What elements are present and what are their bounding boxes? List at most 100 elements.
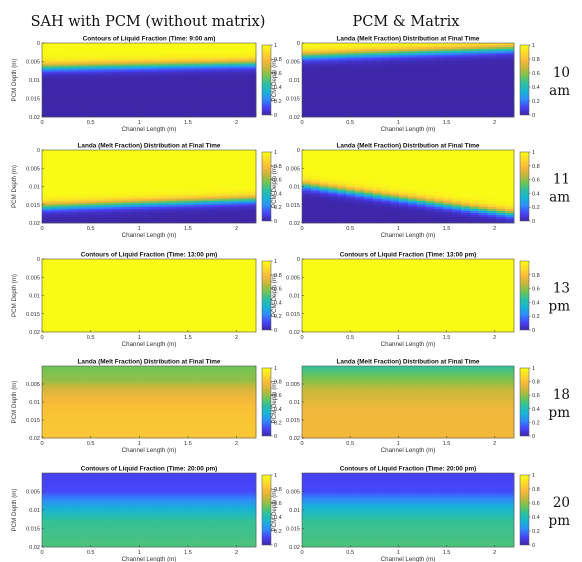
heatmap-cell: [337, 218, 347, 222]
heatmap-cell: [68, 186, 79, 189]
heatmap-cell: [302, 61, 312, 64]
heatmap-cell: [478, 104, 488, 108]
heatmap-cell: [184, 210, 194, 214]
heatmap-cell: [157, 98, 168, 101]
heatmap-cell: [50, 317, 61, 321]
heatmap-cell: [425, 104, 435, 108]
heatmap-cell: [346, 285, 356, 288]
heatmap-cell: [166, 214, 177, 218]
heatmap-cell: [202, 84, 212, 87]
heatmap-cell: [310, 100, 321, 103]
heatmap-cell: [247, 277, 257, 280]
heatmap-cell: [381, 212, 391, 216]
heatmap-cell: [372, 309, 382, 313]
heatmap-cell: [42, 275, 52, 278]
heatmap-cell: [238, 210, 248, 214]
heatmap-cell: [42, 259, 52, 262]
heatmap-cell: [193, 55, 203, 58]
heatmap-cell: [42, 281, 52, 284]
heatmap-cell: [86, 299, 96, 302]
heatmap-cell: [319, 265, 329, 268]
heatmap-cell: [131, 194, 141, 197]
heatmap-cell: [302, 277, 312, 280]
heatmap-cell: [238, 321, 248, 325]
heatmap-cell: [238, 112, 248, 116]
heatmap-cell: [381, 51, 391, 54]
heatmap-cell: [328, 45, 338, 48]
heatmap-cell: [68, 293, 79, 296]
heatmap-cell: [140, 43, 150, 46]
heatmap-cell: [302, 57, 312, 60]
heatmap-cell: [399, 114, 409, 118]
heatmap-cell: [372, 100, 382, 103]
heatmap-cell: [86, 285, 96, 288]
heatmap-cell: [95, 214, 105, 218]
heatmap-cell: [238, 71, 248, 75]
heatmap-cell: [381, 96, 391, 99]
heatmap-cell: [229, 59, 239, 62]
heatmap-cell: [220, 96, 230, 99]
heatmap-cell: [302, 75, 312, 79]
heatmap-cell: [113, 166, 123, 169]
heatmap-cell: [310, 321, 321, 325]
heatmap-cell: [346, 198, 356, 202]
heatmap-cell: [461, 206, 471, 210]
heatmap-cell: [211, 208, 221, 212]
heatmap-cell: [478, 190, 488, 193]
heatmap-cell: [229, 299, 239, 302]
heatmap-cell: [193, 202, 203, 206]
heatmap-cell: [247, 102, 257, 106]
heatmap-cell: [399, 166, 409, 169]
heatmap-cell: [425, 67, 435, 71]
heatmap-cell: [184, 154, 194, 157]
heatmap-cell: [238, 186, 248, 189]
heatmap-cell: [220, 323, 230, 327]
heatmap-cell: [175, 160, 186, 163]
heatmap-cell: [337, 67, 347, 71]
heatmap-cell: [184, 82, 194, 85]
heatmap-cell: [337, 104, 347, 108]
heatmap-cell: [363, 90, 374, 93]
heatmap-cell: [346, 206, 356, 210]
x-axis-label: Channel Length (m): [381, 126, 436, 133]
heatmap-cell: [452, 106, 462, 110]
heatmap-cell: [238, 61, 248, 64]
heatmap-cell: [140, 214, 150, 218]
heatmap-cell: [496, 106, 506, 110]
heatmap-cell: [131, 210, 141, 214]
heatmap-cell: [505, 92, 515, 95]
heatmap-cell: [86, 73, 96, 77]
heatmap-cell: [346, 59, 356, 62]
heatmap-cell: [247, 178, 257, 181]
heatmap-cell: [319, 158, 329, 161]
heatmap-cell: [434, 59, 444, 62]
heatmap-cell: [505, 192, 515, 195]
heatmap-cell: [149, 160, 159, 163]
heatmap-cell: [122, 152, 132, 155]
colorbar-tick-label: 0.6: [532, 178, 540, 184]
heatmap-cell: [319, 184, 329, 187]
heatmap-cell: [211, 283, 221, 286]
heatmap-cell: [399, 77, 409, 81]
colorbar-tick-label: 0.8: [274, 164, 282, 170]
heatmap-cell: [131, 313, 141, 317]
heatmap-cell: [355, 289, 365, 292]
heatmap-cell: [363, 170, 374, 173]
heatmap-cell: [346, 289, 356, 292]
heatmap-cell: [478, 188, 488, 191]
heatmap-cell: [363, 86, 374, 89]
heatmap-cell: [452, 208, 462, 212]
heatmap-cell: [425, 106, 435, 110]
heatmap-cell: [337, 319, 347, 323]
heatmap-cell: [434, 154, 444, 157]
heatmap-cell: [211, 285, 221, 288]
heatmap-cell: [478, 212, 488, 216]
heatmap-cell: [202, 51, 212, 54]
heatmap-cell: [247, 160, 257, 163]
heatmap-cell: [59, 88, 70, 91]
heatmap-cell: [302, 275, 312, 278]
heatmap-cell: [202, 168, 212, 171]
heatmap-cell: [50, 51, 61, 54]
heatmap-cell: [175, 307, 186, 311]
heatmap-cell: [390, 172, 400, 175]
